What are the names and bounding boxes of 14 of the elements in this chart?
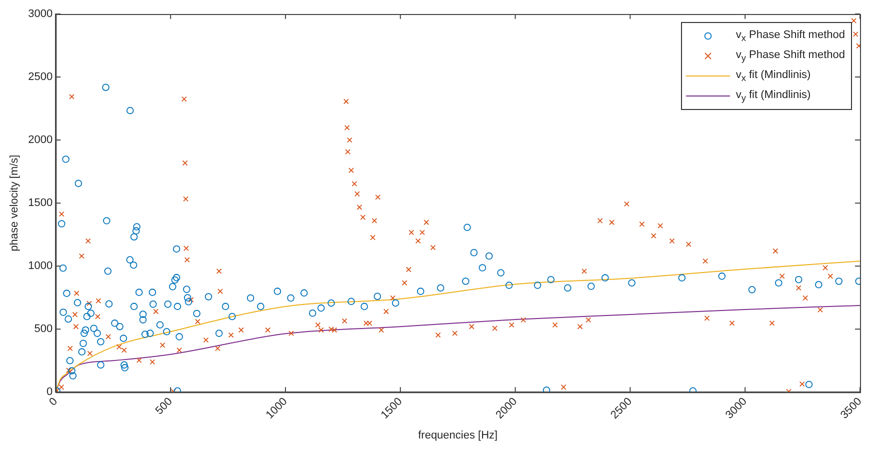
y-tick-label: 1500	[28, 197, 53, 210]
y-tick-label: 2500	[28, 71, 53, 84]
legend-label: v$_{x}$ fit (Mindlinis)	[736, 68, 811, 84]
y-tick-label: 1000	[28, 260, 53, 272]
y-tick-label: 500	[34, 323, 53, 336]
y-tick-label: 2000	[28, 134, 53, 146]
y-axis-title: phase velocity [m/s]	[8, 154, 21, 252]
legend-label: v$_{x}$ Phase Shift method	[736, 28, 845, 44]
legend-label: v$_{y}$ fit (Mindlinis)	[736, 88, 811, 104]
legend-label: v$_{y}$ Phase Shift method	[736, 48, 845, 64]
x-tick-label: 500	[153, 396, 175, 418]
x-axis-title: frequencies [Hz]	[418, 429, 498, 442]
y-tick-label: 0	[46, 386, 53, 398]
y-tick-label: 3000	[28, 8, 53, 20]
